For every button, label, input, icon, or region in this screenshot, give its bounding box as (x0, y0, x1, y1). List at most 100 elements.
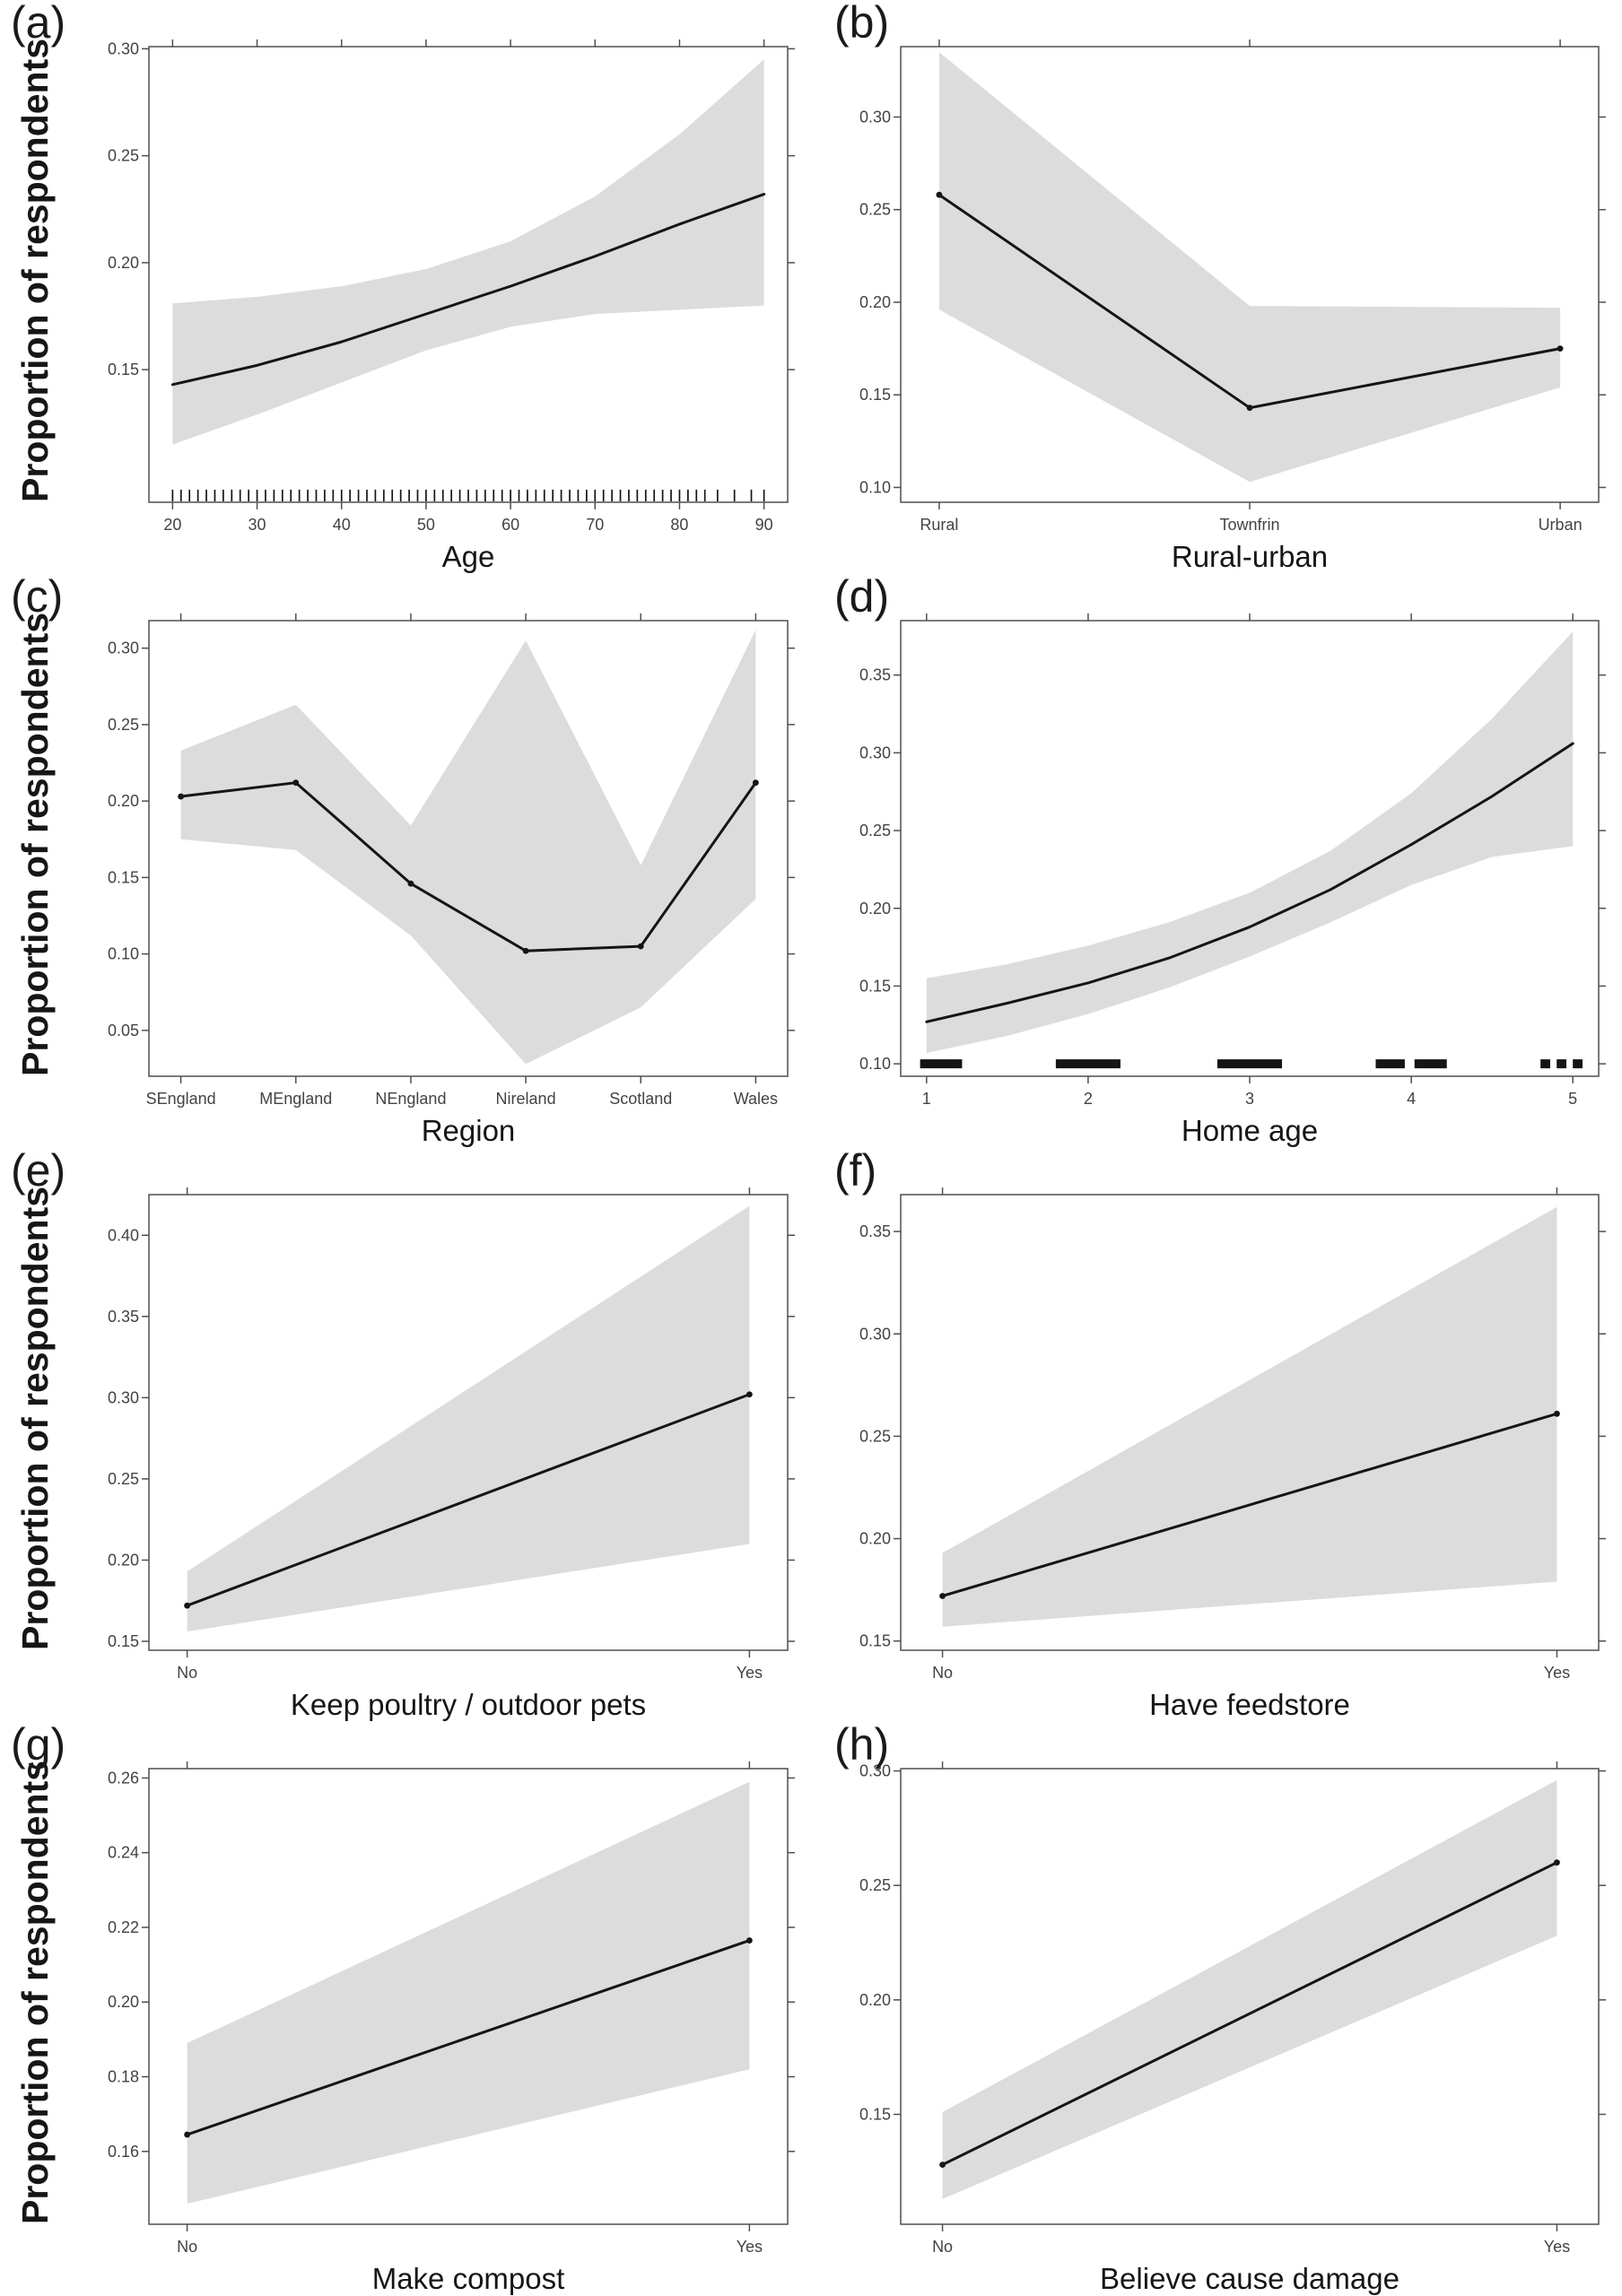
y-tick-label: 0.25 (108, 716, 139, 734)
data-point-marker (939, 1593, 946, 1599)
x-tick-label: Rural (920, 516, 958, 534)
panel-c: (c) Proportion of respondents SEngland ME… (0, 571, 811, 1148)
plot-frame (148, 620, 789, 1077)
data-point-marker (752, 779, 759, 787)
x-tick-label: No (932, 2238, 953, 2256)
panel-g: (g) Proportion of respondents No Yes 0.16 0… (0, 1719, 811, 2296)
x-axis-title: Believe cause damage (1100, 2262, 1400, 2295)
data-point-marker (637, 943, 644, 950)
y-tick-label: 0.20 (108, 1993, 139, 2011)
x-tick-label: Nireland (496, 1090, 556, 1108)
data-point-marker (1554, 1410, 1560, 1417)
data-point-marker (184, 2131, 191, 2138)
regression-line (925, 742, 1574, 1023)
panel-letter-d: (d) (834, 571, 890, 622)
x-tick-label: 40 (333, 516, 351, 534)
y-tick-label: 0.30 (108, 1388, 139, 1406)
y-tick-label: 0.25 (859, 1876, 891, 1894)
y-tick-label: 0.30 (859, 744, 891, 761)
x-axis-title: Home age (1182, 1114, 1318, 1147)
confidence-band (942, 1779, 1557, 2199)
x-axis-title: Rural-urban (1172, 540, 1328, 573)
panel-f: (f) No Yes 0.15 0.20 0.25 0.30 0.35 Have feedst… (811, 1145, 1622, 1722)
plot-frame (900, 1768, 1600, 2225)
y-tick-label: 0.25 (859, 822, 891, 839)
panel-letter-h: (h) (834, 1719, 890, 1770)
confidence-band (187, 1781, 750, 2205)
data-point-marker (936, 191, 943, 198)
confidence-band (187, 1205, 750, 1632)
data-point-marker (407, 880, 414, 887)
y-tick-label: 0.24 (108, 1844, 139, 1862)
data-point-marker (1557, 345, 1564, 352)
y-tick-label: 0.30 (108, 639, 139, 657)
x-tick-label: 20 (163, 516, 181, 534)
plot-frame (148, 1768, 789, 2225)
chart-b-rural-urban: Rural Townfrin Urban 0.10 0.15 0.20 0.25 0.30 Ru… (859, 39, 1606, 573)
y-tick-label: 0.20 (859, 1530, 891, 1548)
x-tick-label: No (177, 1664, 197, 1682)
regression-line (186, 1393, 751, 1607)
data-point-marker (746, 1937, 753, 1944)
rug-block (1540, 1059, 1550, 1069)
chart-d-home-age: 1 2 3 4 5 0.10 0.15 0.20 0.25 0.30 0.35 Home age (859, 613, 1606, 1147)
panel-e: (e) Proportion of respondents No Yes 0.15 0… (0, 1145, 811, 1722)
y-axis-title: Proportion of respondents (14, 1760, 56, 2224)
x-tick-label: Scotland (609, 1090, 672, 1108)
y-tick-label: 0.20 (859, 1991, 891, 2009)
y-tick-label: 0.15 (859, 2105, 891, 2123)
x-tick-label: 80 (670, 516, 688, 534)
x-tick-label: Yes (737, 1664, 763, 1682)
x-axis-title: Region (422, 1114, 516, 1147)
panel-d: (d) 1 2 3 4 5 0.10 0.15 0.20 0.25 0.30 0.35 Home ag… (811, 571, 1622, 1148)
plot-frame (900, 1194, 1600, 1651)
x-tick-label: 90 (755, 516, 773, 534)
y-tick-label: 0.20 (859, 293, 891, 311)
data-point-marker (746, 1391, 753, 1398)
x-tick-label: Townfrin (1219, 516, 1279, 534)
x-axis-title: Age (442, 540, 495, 573)
y-tick-label: 0.10 (859, 478, 891, 496)
confidence-band (180, 630, 756, 1065)
panel-letter-f: (f) (834, 1145, 877, 1196)
x-axis-title: Have feedstore (1149, 1688, 1350, 1721)
panel-a: (a) Proportion of respondents 20 30 40 50 60… (0, 0, 811, 574)
x-tick-label: SEngland (146, 1090, 216, 1108)
x-tick-label: 60 (501, 516, 519, 534)
y-tick-label: 0.30 (859, 108, 891, 126)
confidence-band (926, 631, 1574, 1053)
x-tick-label: 50 (417, 516, 435, 534)
x-tick-label: Wales (734, 1090, 778, 1108)
y-tick-label: 0.15 (108, 1632, 139, 1650)
chart-a-age: 20 30 40 50 60 70 80 90 0.15 0.20 0.25 0.30 Age (108, 39, 795, 573)
x-axis-title: Keep poultry / outdoor pets (291, 1688, 646, 1721)
x-tick-label: No (177, 2238, 197, 2256)
data-point-marker (939, 2161, 946, 2169)
x-tick-label: Yes (1544, 1664, 1570, 1682)
y-tick-label: 0.18 (108, 2068, 139, 2086)
rug-block (1557, 1059, 1566, 1069)
y-axis-title: Proportion of respondents (14, 612, 56, 1076)
y-tick-label: 0.40 (108, 1226, 139, 1244)
y-tick-label: 0.16 (108, 2143, 139, 2161)
y-tick-label: 0.20 (108, 254, 139, 272)
rug-block (920, 1059, 963, 1069)
regression-line (170, 193, 766, 387)
rug-block (1573, 1059, 1583, 1069)
x-tick-label: 5 (1568, 1090, 1577, 1108)
panel-letter-e: (e) (11, 1145, 66, 1196)
x-tick-label: NEngland (375, 1090, 446, 1108)
confidence-band (938, 52, 1561, 483)
x-tick-label: 2 (1084, 1090, 1093, 1108)
y-tick-label: 0.20 (108, 1551, 139, 1569)
chart-h-believe-cause-damage: No Yes 0.15 0.20 0.25 0.30 Believe cause damag… (859, 1761, 1606, 2295)
regression-line (179, 781, 757, 952)
chart-g-make-compost: No Yes 0.16 0.18 0.20 0.22 0.24 0.26 Make compos… (108, 1761, 795, 2295)
y-tick-label: 0.35 (859, 666, 891, 684)
panel-letter-b: (b) (834, 0, 890, 48)
x-tick-label: Urban (1539, 516, 1583, 534)
data-point-marker (184, 1602, 191, 1609)
y-tick-label: 0.15 (859, 1632, 891, 1650)
panel-letter-a: (a) (11, 0, 66, 48)
